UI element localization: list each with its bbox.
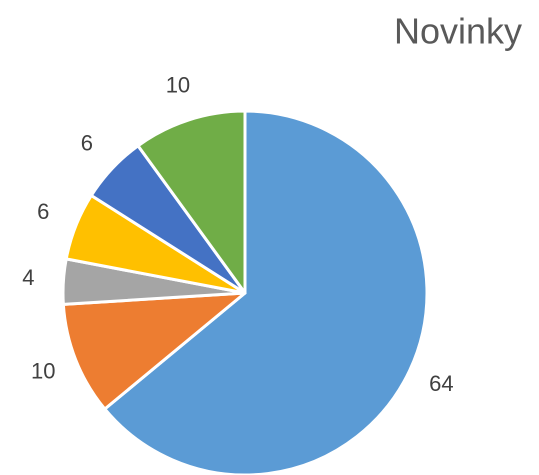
data-label: 64 <box>429 371 453 396</box>
data-label: 10 <box>166 72 190 97</box>
data-label: 6 <box>81 130 93 155</box>
pie-slice <box>61 291 247 411</box>
data-label: 6 <box>37 199 49 224</box>
pie-slice <box>136 109 247 295</box>
chart-title: Novinky <box>394 11 522 52</box>
pie-slice <box>103 109 429 475</box>
data-label: 4 <box>22 265 34 290</box>
data-label: 10 <box>31 359 55 384</box>
